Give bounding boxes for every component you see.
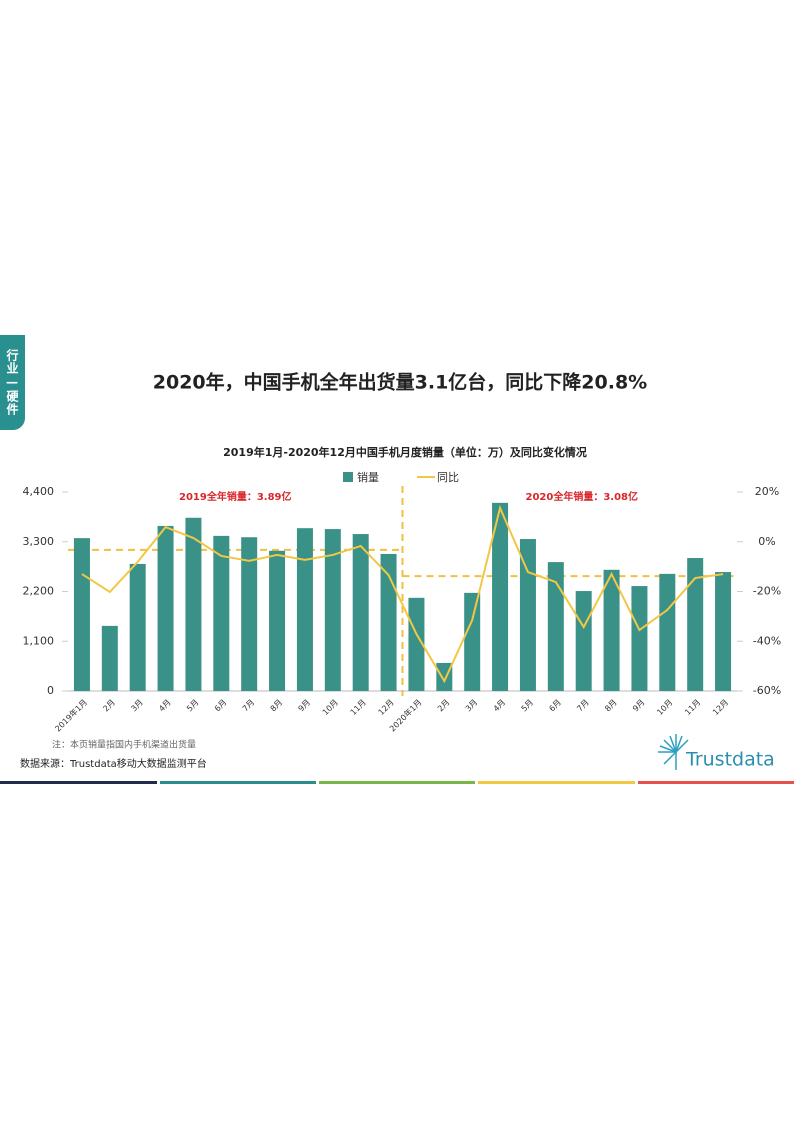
bar	[715, 572, 732, 691]
bar	[101, 625, 118, 691]
chart-title: 2019年1月-2020年12月中国手机月度销量（单位：万）及同比变化情况	[223, 445, 587, 459]
x-tick-label: 3月	[129, 698, 145, 714]
line	[81, 504, 724, 684]
bar	[157, 525, 174, 691]
legend-swatch	[343, 472, 353, 482]
y-tick-label: 2,200	[23, 585, 55, 598]
legend-label: 同比	[437, 471, 459, 484]
x-tick-label: 10月	[321, 698, 340, 717]
bar	[464, 592, 481, 691]
x-tick-label: 7月	[241, 698, 257, 714]
y2-tick-label: -40%	[753, 634, 781, 647]
bar	[603, 569, 620, 691]
bar	[631, 586, 648, 691]
y-tick-label: 4,400	[23, 485, 55, 498]
x-tick-label: 6月	[213, 698, 229, 714]
logo-text: Trustdata	[685, 749, 775, 771]
x-tick-label: 9月	[296, 698, 312, 714]
bar	[241, 537, 258, 691]
bar	[519, 539, 536, 691]
x-tick-label: 3月	[464, 698, 480, 714]
bar	[380, 553, 397, 691]
y2-tick-label: -60%	[753, 684, 781, 697]
x-tick-label: 5月	[185, 698, 201, 714]
x-tick-label: 11月	[349, 698, 368, 717]
x-tick-label: 7月	[575, 698, 591, 714]
bar	[687, 558, 704, 691]
x-tick-label: 5月	[519, 698, 535, 714]
bar	[129, 563, 146, 691]
x-tick-label: 4月	[492, 698, 508, 714]
bar	[659, 573, 676, 691]
x-tick-label: 8月	[269, 698, 285, 714]
y2-tick-label: 20%	[755, 485, 779, 498]
x-tick-label: 9月	[631, 698, 647, 714]
bar	[408, 597, 425, 691]
source: 数据来源：Trustdata移动大数据监测平台	[20, 757, 207, 770]
x-tick-label: 2月	[436, 698, 452, 714]
bar	[185, 517, 202, 691]
x-tick-label: 10月	[655, 698, 674, 717]
bar	[352, 534, 369, 691]
bar	[492, 502, 509, 691]
bar	[547, 562, 564, 691]
side-tab: 行业—硬件	[0, 335, 25, 430]
y-tick-label: 1,100	[23, 634, 55, 647]
annotation: 2019全年销量：3.89亿	[179, 490, 292, 503]
y2-tick-label: 0%	[758, 535, 775, 548]
x-tick-label: 11月	[683, 698, 702, 717]
footer-band	[160, 781, 316, 784]
x-tick-label: 2019年1月	[53, 697, 89, 733]
footer-band	[638, 781, 794, 784]
note: 注：本页销量指国内手机渠道出货量	[52, 739, 196, 751]
logo-burst	[658, 734, 689, 770]
annotation: 2020全年销量：3.08亿	[525, 490, 638, 503]
x-tick-label: 12月	[377, 698, 396, 717]
y2-tick-label: -20%	[753, 585, 781, 598]
bar	[324, 529, 341, 691]
logo: Trustdata	[658, 734, 775, 771]
bar	[575, 591, 592, 691]
footer-band	[319, 781, 475, 784]
legend-label: 销量	[357, 470, 379, 484]
x-tick-label: 12月	[711, 698, 730, 717]
page-title: 2020年，中国手机全年出货量3.1亿台，同比下降20.8%	[153, 371, 647, 394]
bar	[296, 528, 313, 691]
y-tick-label: 3,300	[23, 535, 55, 548]
bar	[73, 538, 90, 691]
x-tick-label: 8月	[603, 698, 619, 714]
y-tick-label: 0	[47, 684, 54, 697]
x-tick-label: 2月	[101, 698, 117, 714]
x-tick-label: 6月	[547, 698, 563, 714]
bar	[269, 550, 286, 691]
footer-band	[0, 781, 157, 784]
x-tick-label: 4月	[157, 698, 173, 714]
footer-band	[478, 781, 635, 784]
bar	[213, 535, 230, 691]
